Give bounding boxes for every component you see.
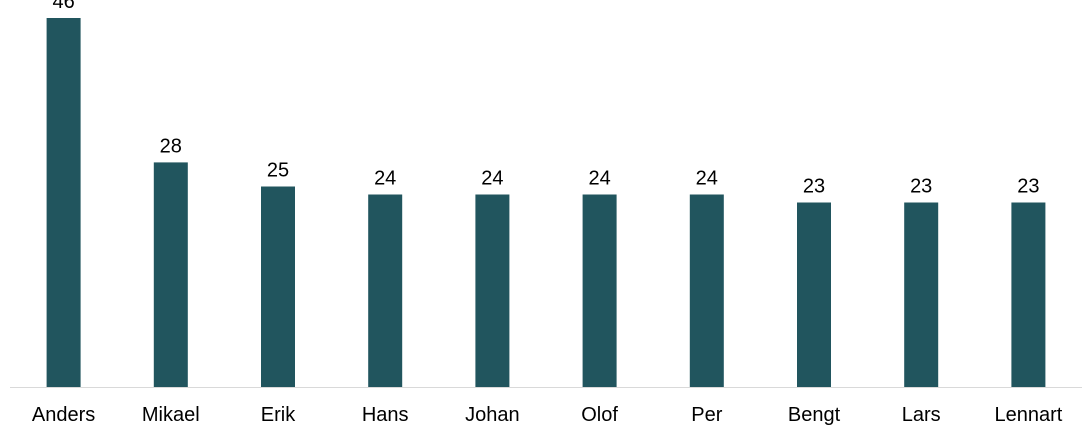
bars-group bbox=[46, 18, 1046, 387]
category-label-anders: Anders bbox=[32, 404, 95, 426]
bar-mikael bbox=[153, 162, 188, 387]
category-label-hans: Hans bbox=[362, 404, 409, 426]
value-label-johan: 24 bbox=[481, 168, 503, 190]
bar-johan bbox=[475, 194, 510, 387]
category-labels-group: Anders Mikael Erik Hans Johan Olof Per Bengt Lar… bbox=[32, 404, 1063, 426]
category-label-olof: Olof bbox=[581, 404, 618, 426]
bar-lars bbox=[904, 202, 939, 387]
bar-anders bbox=[46, 18, 81, 387]
category-label-lennart: Lennart bbox=[994, 404, 1062, 426]
bar-erik bbox=[261, 186, 295, 387]
bar-bengt bbox=[797, 202, 831, 387]
bar-hans bbox=[368, 194, 403, 387]
value-label-mikael: 28 bbox=[160, 135, 182, 157]
bar-olof bbox=[582, 194, 617, 387]
value-label-bengt: 23 bbox=[803, 176, 825, 198]
category-label-erik: Erik bbox=[261, 404, 296, 426]
category-label-mikael: Mikael bbox=[142, 404, 200, 426]
value-label-lennart: 23 bbox=[1017, 176, 1039, 198]
value-label-anders: 46 bbox=[52, 0, 74, 13]
value-label-per: 24 bbox=[696, 168, 718, 190]
value-label-olof: 24 bbox=[588, 168, 610, 190]
category-label-lars: Lars bbox=[902, 404, 941, 426]
value-labels-group: 46 28 25 24 24 24 24 23 23 23 bbox=[52, 0, 1039, 198]
category-label-bengt: Bengt bbox=[788, 404, 841, 426]
category-label-johan: Johan bbox=[465, 404, 520, 426]
value-label-erik: 25 bbox=[267, 160, 289, 182]
value-label-hans: 24 bbox=[374, 168, 396, 190]
bar-per bbox=[689, 194, 724, 387]
category-label-per: Per bbox=[691, 404, 722, 426]
bar-lennart bbox=[1011, 202, 1046, 387]
value-label-lars: 23 bbox=[910, 176, 932, 198]
